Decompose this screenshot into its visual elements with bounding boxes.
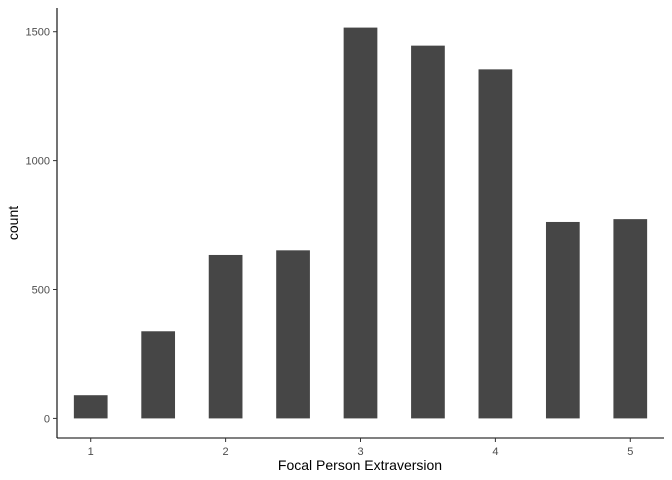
y-tick-label-1: 0	[44, 413, 50, 425]
bars-group	[73, 27, 648, 419]
y-tick-label-2: 500	[32, 285, 50, 297]
y-tick-label-3: 1000	[26, 156, 50, 168]
x-tick-label-4: 4	[492, 446, 498, 458]
bar-5	[343, 27, 378, 419]
x-tick-label-2: 2	[223, 446, 229, 458]
bar-6	[411, 45, 445, 419]
x-tick-label-3: 3	[357, 446, 363, 458]
y-tick-label-4: 1500	[26, 27, 50, 39]
bar-2	[141, 331, 176, 419]
bar-9	[613, 219, 648, 419]
x-axis-title: Focal Person Extraversion	[278, 457, 442, 473]
bar-3	[208, 254, 243, 419]
bar-4	[276, 250, 310, 419]
bar-7	[478, 69, 513, 419]
bar-1	[73, 395, 108, 419]
y-axis-title: count	[5, 206, 21, 240]
x-tick-label-1: 1	[88, 446, 94, 458]
x-tick-label-5: 5	[627, 446, 633, 458]
x-axis-ticks: 1 2 3 4 5	[88, 438, 633, 458]
bar-8	[545, 221, 580, 419]
y-axis-ticks: 0 500 1000 1500	[26, 27, 57, 425]
